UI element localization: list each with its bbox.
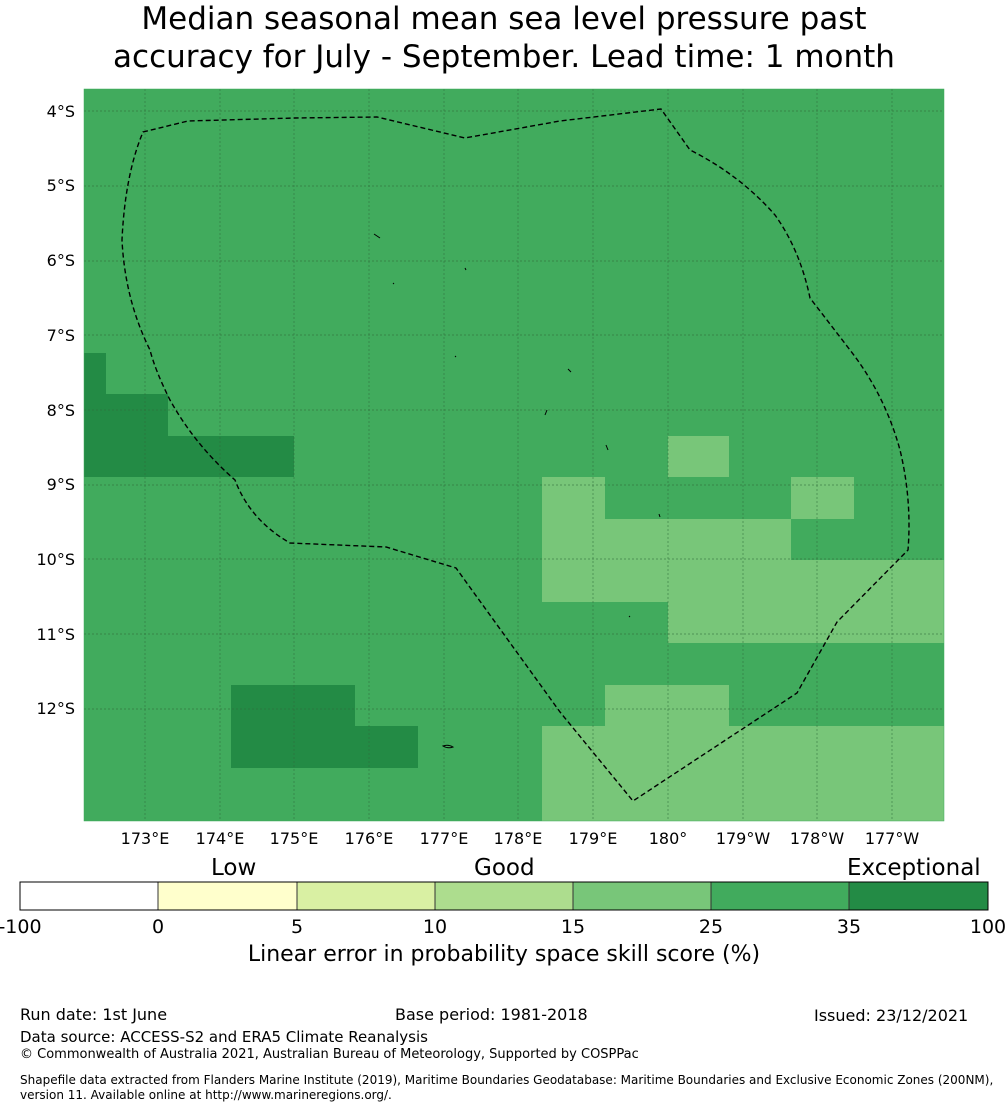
island-coastline (658, 513, 661, 518)
lon-label: 173°E (121, 829, 170, 848)
lon-label: 177°W (865, 829, 920, 848)
good-cell (605, 519, 791, 560)
copyright: © Commonwealth of Australia 2021, Austra… (20, 1047, 639, 1062)
island-coastline (441, 744, 455, 749)
island-coastline (605, 444, 609, 451)
category-low: Low (211, 855, 257, 881)
run-date: Run date: 1st June (20, 1005, 168, 1024)
colorbar-tick: 35 (837, 916, 861, 938)
lon-label: 180° (649, 829, 688, 848)
lat-label: 4°S (47, 102, 75, 121)
colorbar-segment (711, 882, 849, 910)
lon-label: 177°E (420, 829, 469, 848)
colorbar-tick: 25 (699, 916, 723, 938)
colorbar-segment (297, 882, 435, 910)
lat-label: 7°S (47, 326, 75, 345)
island-coastline (373, 233, 381, 239)
colorbar-segment (435, 882, 573, 910)
data-source: Data source: ACCESS-S2 and ERA5 Climate … (20, 1028, 428, 1046)
map-frame (83, 88, 945, 822)
colorbar-label: Linear error in probability space skill … (247, 942, 761, 967)
category-exceptional: Exceptional (847, 855, 981, 881)
colorbar-frame (19, 881, 989, 911)
colorbar-segment (158, 882, 297, 910)
longitude-labels: 173°E 174°E 175°E 176°E 177°E 178°E 179°… (121, 829, 920, 848)
lat-label: 9°S (47, 475, 75, 494)
title-line-2: accuracy for July - September. Lead time… (113, 39, 895, 75)
island-coastline (464, 267, 467, 271)
colorbar-tick: 5 (291, 916, 303, 938)
lon-label: 178°E (494, 829, 543, 848)
map-title: Median seasonal mean sea level pressure … (0, 0, 1008, 76)
issued-date: Issued: 23/12/2021 (814, 1006, 969, 1025)
island-coastline (392, 282, 395, 285)
exceptional-cell (84, 353, 106, 477)
good-cell (542, 477, 605, 602)
good-cell (668, 436, 729, 477)
island-coastline (454, 355, 457, 358)
good-cell (605, 560, 944, 602)
graticule (84, 89, 944, 821)
exceptional-cell (355, 726, 418, 768)
good-cell (605, 685, 729, 726)
exceptional-cell (231, 685, 355, 768)
island-coastline (628, 615, 631, 618)
good-cell (791, 477, 854, 519)
lon-label: 178°W (790, 829, 845, 848)
lon-label: 179°W (716, 829, 771, 848)
shapefile-credit: Shapefile data extracted from Flanders M… (20, 1073, 994, 1102)
eez-boundary (121, 108, 910, 802)
lon-label: 179°E (569, 829, 618, 848)
colorbar-tick: 15 (561, 916, 585, 938)
colorbar-tick: 10 (423, 916, 447, 938)
lat-label: 12°S (36, 699, 75, 718)
category-good: Good (474, 855, 535, 881)
good-cell (668, 602, 944, 643)
exceptional-cell (168, 436, 294, 477)
colorbar-segment (573, 882, 711, 910)
latitude-labels: 4°S 5°S 6°S 7°S 8°S 9°S 10°S 11°S 12°S (36, 102, 75, 718)
lat-label: 10°S (36, 550, 75, 569)
lat-label: 5°S (47, 176, 75, 195)
lon-label: 175°E (270, 829, 319, 848)
island-coastline (567, 368, 572, 373)
island-coastline (544, 409, 548, 416)
title-line-1: Median seasonal mean sea level pressure … (141, 1, 867, 37)
lat-label: 11°S (36, 625, 75, 644)
islands (373, 233, 661, 749)
lon-label: 176°E (345, 829, 394, 848)
colorbar-segment (20, 882, 158, 910)
colorbar-segment (849, 882, 988, 910)
base-period: Base period: 1981-2018 (395, 1005, 588, 1024)
exceptional-cell (106, 394, 168, 477)
colorbar-tick: 0 (152, 916, 164, 938)
colorbar-tick: -100 (0, 916, 42, 938)
lat-label: 8°S (47, 401, 75, 420)
colorbar: -100 0 5 10 15 25 35 100 (0, 881, 1006, 938)
colorbar-tick: 100 (970, 916, 1006, 938)
exceptional-regions (84, 353, 418, 768)
lat-label: 6°S (47, 251, 75, 270)
lon-label: 174°E (196, 829, 245, 848)
